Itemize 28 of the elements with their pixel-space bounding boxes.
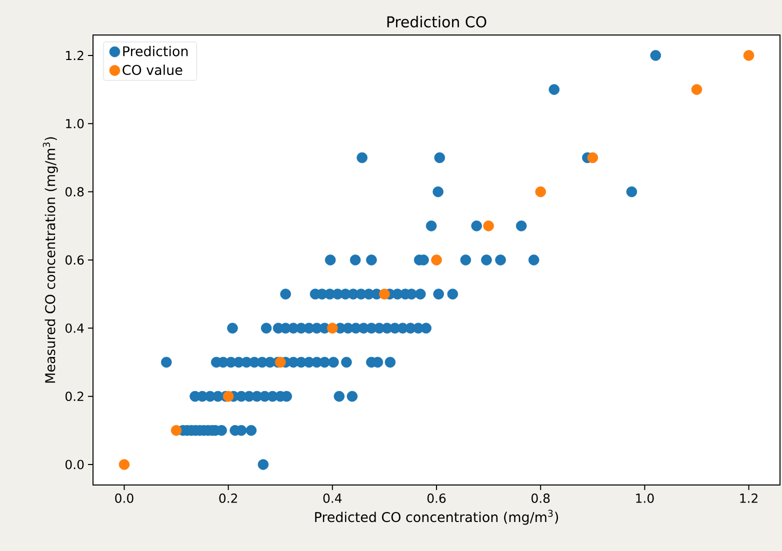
x-tick-label: 1.2: [740, 493, 758, 503]
x-tick-label: 0.2: [219, 493, 237, 503]
x-tick-label: 0.6: [427, 493, 446, 503]
legend-label: CO value: [122, 64, 182, 76]
y-tick-label: 0.4: [66, 323, 84, 333]
legend-label: Prediction: [123, 46, 188, 56]
point: [483, 220, 494, 232]
y-tick-label: 1.0: [66, 118, 84, 128]
x-tick-label: 1.0: [636, 493, 654, 503]
y-tick-label: 0.2: [66, 392, 84, 402]
x-tick-label: 0.4: [323, 493, 342, 503]
point: [431, 254, 442, 266]
x-axis-title: Predicted CO concentration (mg/m$^{3}$): [315, 510, 558, 525]
y-axis-title: Measured CO concentration (mg/m$^{3}$): [42, 137, 58, 383]
chart-title: Prediction CO: [387, 16, 486, 28]
point: [118, 459, 130, 470]
point: [691, 84, 702, 95]
y-tick-label: 0.6: [66, 255, 84, 265]
point: [274, 356, 286, 368]
y-tick-label: 1.2: [66, 50, 84, 60]
point: [170, 425, 182, 436]
x-tick-label: 0.0: [115, 493, 134, 503]
y-tick-label: 0.8: [66, 187, 84, 197]
point: [743, 50, 754, 61]
x-tick-label: 0.8: [532, 493, 550, 503]
point: [222, 390, 234, 402]
point: [535, 186, 546, 198]
y-tick-label: 0.0: [66, 460, 84, 470]
